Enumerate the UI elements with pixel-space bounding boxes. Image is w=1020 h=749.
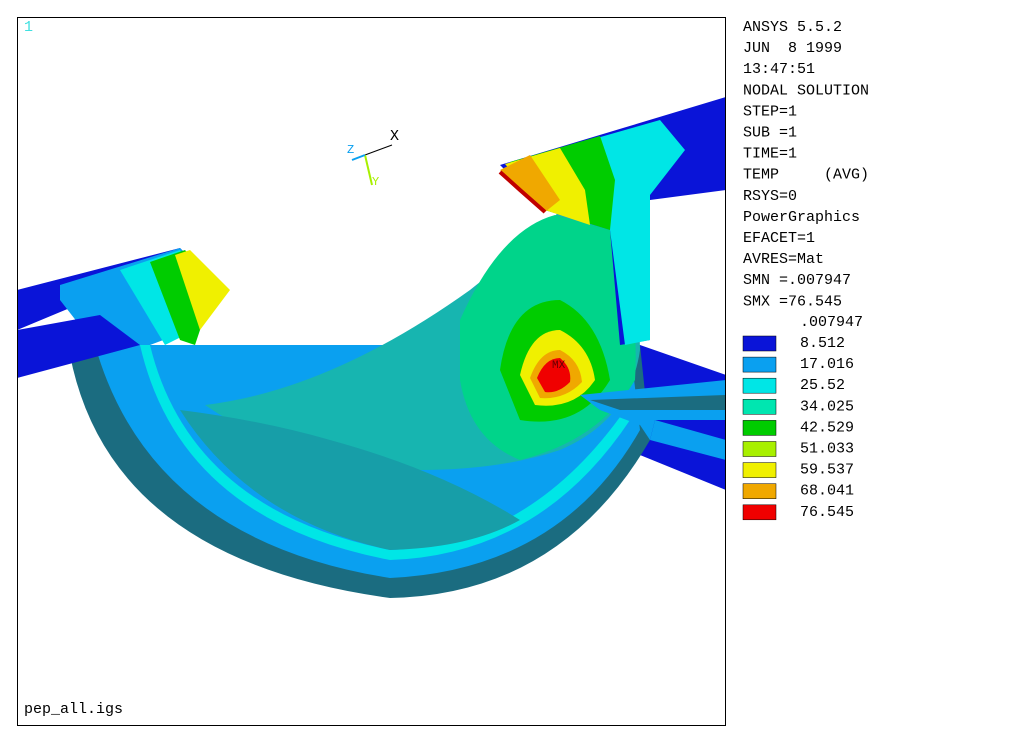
triad-z-axis [351,154,366,161]
info-line: TEMP (AVG) [743,167,869,184]
legend-label: 42.529 [800,419,854,436]
info-line: SMX =76.545 [743,293,842,310]
branch-pipe [580,380,725,440]
info-line: SUB =1 [743,124,797,141]
legend-label: 51.033 [800,440,854,457]
legend-label: 8.512 [800,335,845,352]
pipe-right-lower-band [650,420,725,460]
legend-label: 17.016 [800,356,854,373]
legend-swatch [742,335,777,352]
legend-swatch [742,399,777,415]
triad-x-label: X [390,128,399,145]
info-line: TIME=1 [743,146,797,163]
bowl-shade [180,410,520,550]
legend-label: 76.545 [800,504,854,521]
legend-swatch [742,504,777,521]
info-line: EFACET=1 [743,230,815,247]
pipe-left-flange-4 [175,250,230,330]
info-line: AVRES=Mat [743,251,824,268]
window-number: 1 [24,19,33,36]
legend-label: 25.52 [800,377,845,394]
max-marker: MX [552,360,566,372]
legend-min-label: .007947 [800,314,863,331]
info-line: RSYS=0 [743,188,797,205]
legend-label: 68.041 [800,483,854,500]
triad: X Y Z [347,128,399,189]
hot-zone-5 [537,358,571,393]
legend-label: 34.025 [800,398,854,415]
pipe-right-edge [498,170,547,214]
legend-label: 59.537 [800,462,854,479]
legend-swatch [742,462,777,478]
pipe-left-bottom [18,315,140,378]
triad-z-label: Z [347,143,354,157]
info-line: 13:47:51 [743,61,815,78]
info-line: SMN =.007947 [743,272,851,289]
info-line: NODAL SOLUTION [743,82,869,99]
pipe-right-flange-4 [500,155,560,212]
branch-pipe-shade [590,395,725,410]
legend-swatch [742,441,777,457]
info-line: STEP=1 [743,103,797,120]
file-name: pep_all.igs [24,701,123,718]
info-line: JUN 8 1999 [743,40,842,57]
triad-y-axis [364,154,373,186]
legend-swatch [742,356,777,373]
info-line: ANSYS 5.5.2 [743,19,842,36]
viewport-frame [17,17,726,726]
legend-swatch [742,420,777,436]
triad-x-axis [364,144,393,156]
model [18,97,725,598]
legend-swatch [742,377,777,394]
legend-swatch [742,483,777,499]
info-line: PowerGraphics [743,209,860,226]
triad-y-label: Y [372,175,379,189]
